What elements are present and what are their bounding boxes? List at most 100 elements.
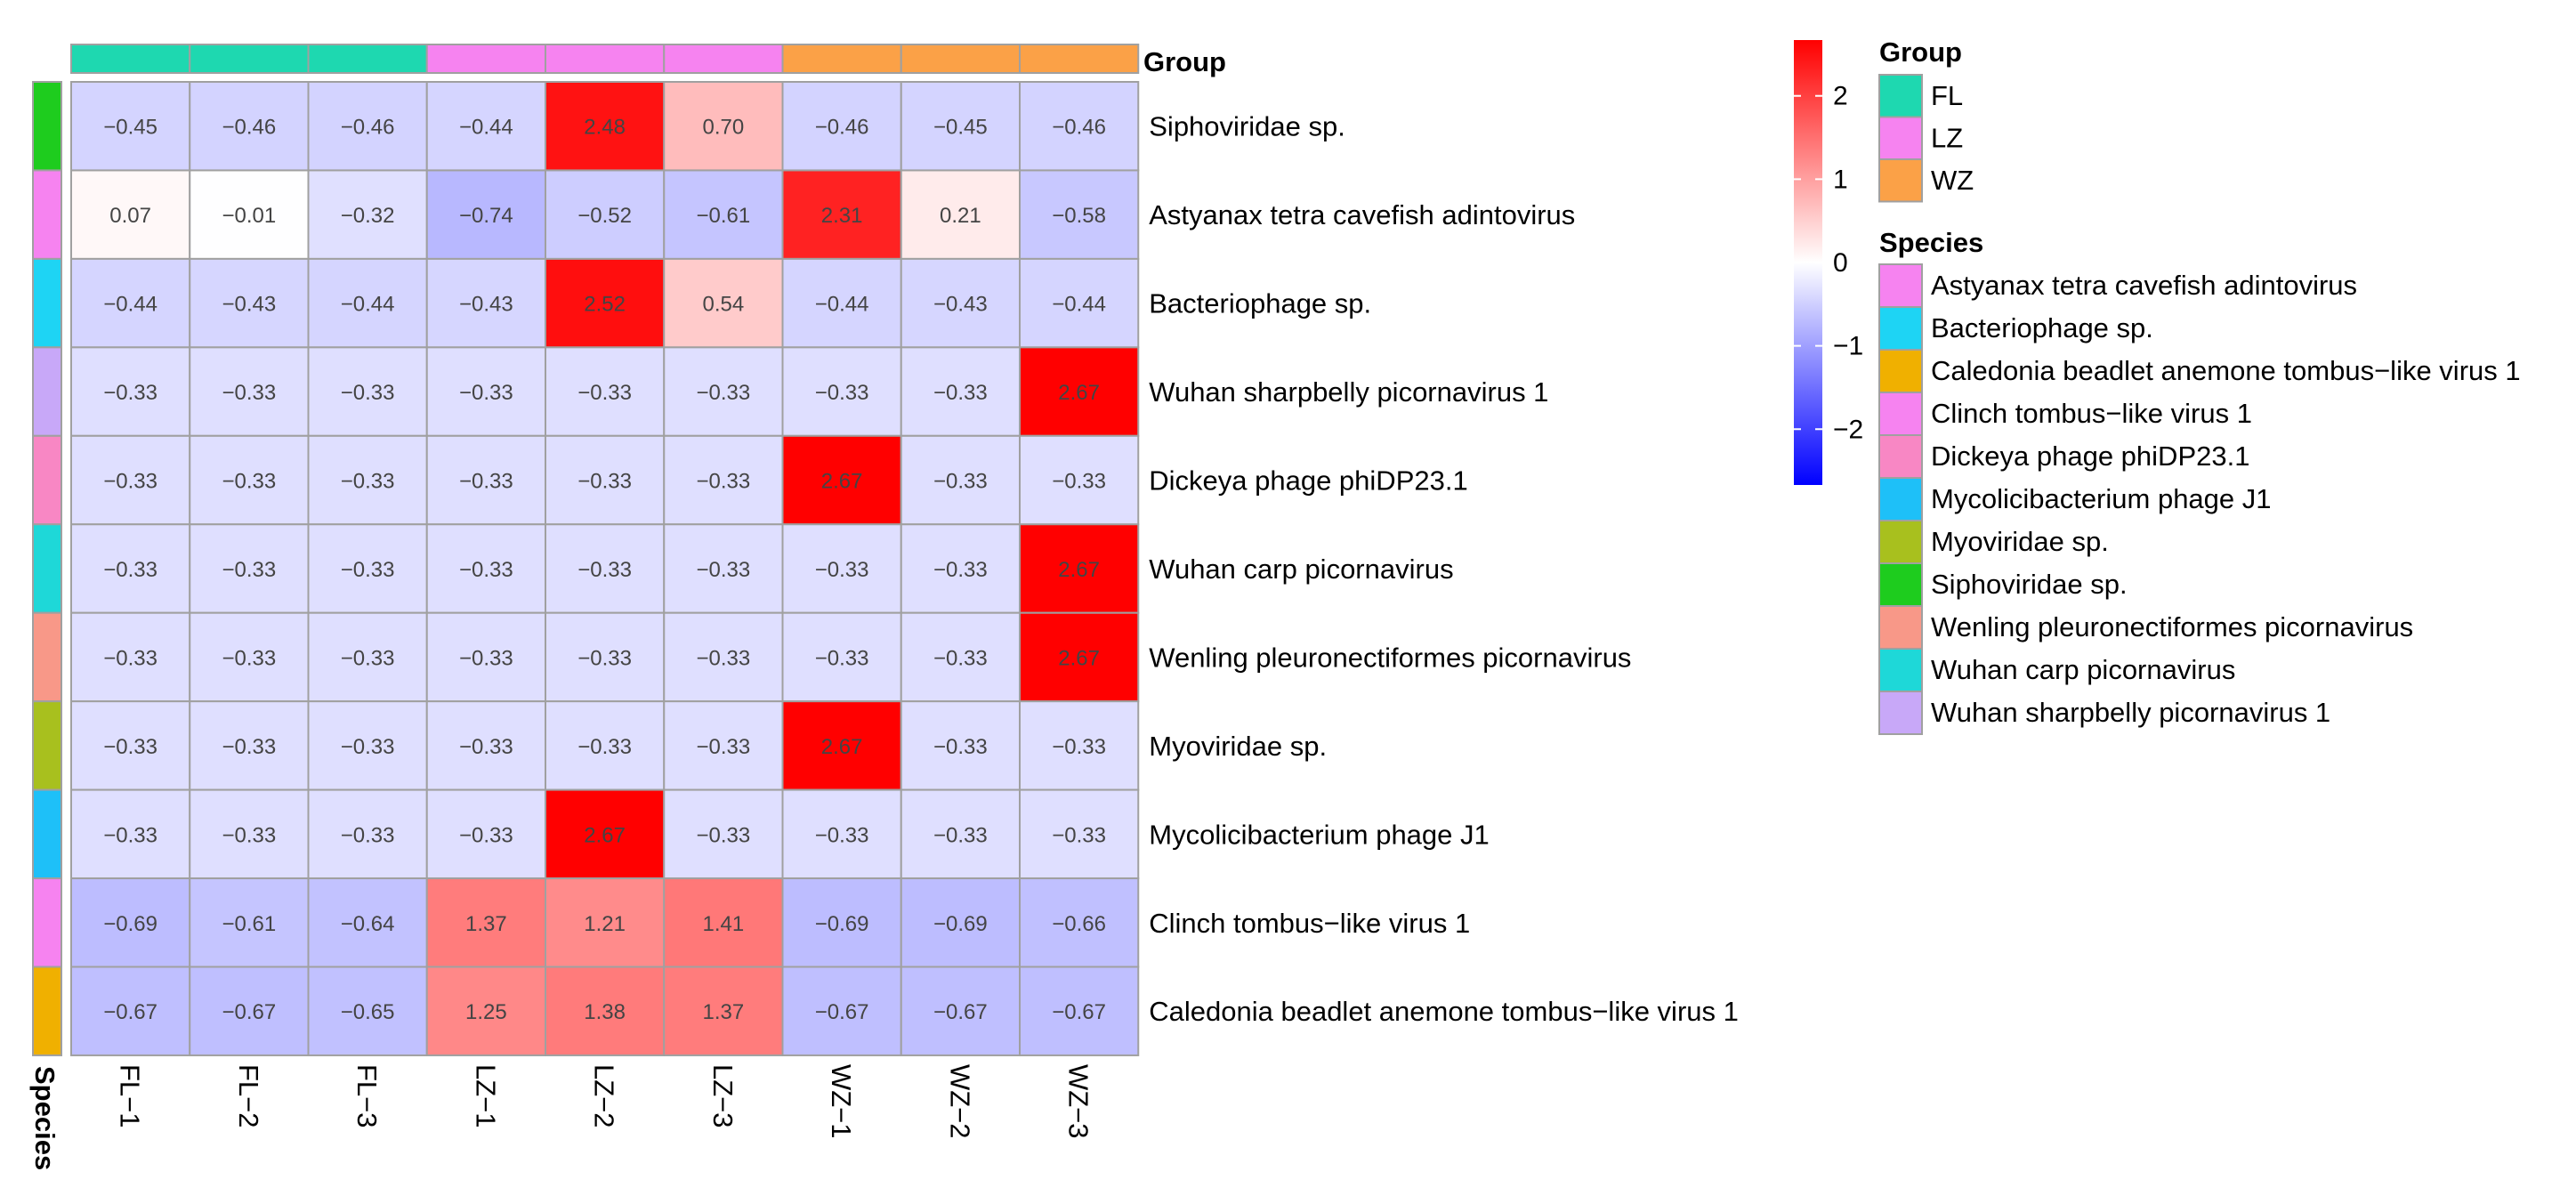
cell-value-label: −0.33 xyxy=(341,823,395,847)
color-scale-tick-label: 1 xyxy=(1833,165,1848,194)
row-label: Wenling pleuronectiformes picornavirus xyxy=(1149,642,1631,673)
heatmap-cell xyxy=(663,966,784,1056)
cell-value-label: −0.33 xyxy=(103,381,157,405)
species-legend-title: Species xyxy=(1879,227,1983,258)
cell-value-label: −0.33 xyxy=(697,470,751,494)
heatmap-cell xyxy=(425,434,546,526)
heatmap-cell xyxy=(545,700,666,791)
color-scale-tick-label: 2 xyxy=(1833,82,1848,111)
heatmap-cell xyxy=(425,966,546,1056)
heatmap-cell xyxy=(545,966,666,1056)
column-label: WZ−1 xyxy=(826,1064,857,1139)
cell-value-label: −0.67 xyxy=(1052,1000,1106,1024)
group-bar-cell xyxy=(1019,44,1140,74)
cell-value-label: −0.33 xyxy=(697,646,751,670)
heatmap-cell xyxy=(189,877,310,968)
cell-value-label: −0.65 xyxy=(341,1000,395,1024)
group-bar-cell xyxy=(663,44,784,74)
cell-value-label: −0.33 xyxy=(341,470,395,494)
cell-value-label: −0.33 xyxy=(697,381,751,405)
cell-value-label: −0.33 xyxy=(815,558,869,582)
heatmap-cell xyxy=(663,81,784,172)
row-labels: Siphoviridae sp. Astyanax tetra cavefish … xyxy=(1149,111,1739,1027)
cell-value-label: −0.33 xyxy=(815,646,869,670)
species-legend-swatch xyxy=(1878,434,1923,479)
cell-value-label: −0.33 xyxy=(815,381,869,405)
cell-value-label: −0.33 xyxy=(459,470,513,494)
group-bar-cell xyxy=(70,44,191,74)
heatmap-cell xyxy=(663,788,784,880)
heatmap-cell xyxy=(781,611,902,703)
cell-value-label: 0.70 xyxy=(703,116,745,140)
cell-value-label: −0.33 xyxy=(222,470,277,494)
heatmap-cell xyxy=(1019,523,1140,614)
cell-value-label: 2.67 xyxy=(1058,646,1100,670)
species-legend-label: Clinch tombus−like virus 1 xyxy=(1931,398,2252,429)
heatmap-cell xyxy=(189,611,310,703)
heatmap-cell xyxy=(900,877,1021,968)
cell-value-label: −0.33 xyxy=(103,823,157,847)
heatmap-cell xyxy=(1019,788,1140,880)
species-legend-swatch xyxy=(1878,648,1923,692)
cell-value-label: 1.38 xyxy=(584,1000,626,1024)
heatmap-cell xyxy=(781,257,902,349)
cell-value-label: −0.33 xyxy=(103,735,157,759)
species-legend-swatch xyxy=(1878,392,1923,436)
species-legend-label: Myoviridae sp. xyxy=(1931,526,2109,557)
heatmap-cell xyxy=(545,169,666,260)
species-bar-cell xyxy=(32,877,62,968)
cell-value-label: −0.44 xyxy=(103,293,157,317)
row-label: Myoviridae sp. xyxy=(1149,731,1327,762)
cell-value-label: 0.21 xyxy=(940,204,981,228)
cell-value-label: −0.33 xyxy=(103,558,157,582)
cell-value-label: −0.43 xyxy=(459,293,513,317)
cell-value-label: −0.33 xyxy=(341,646,395,670)
cell-value-label: −0.33 xyxy=(933,558,988,582)
species-annotation-title: Species xyxy=(29,1066,61,1170)
cell-value-label: −0.46 xyxy=(341,116,395,140)
heatmap-cell xyxy=(900,81,1021,172)
heatmap-cell xyxy=(900,169,1021,260)
cell-value-label: 2.67 xyxy=(821,470,863,494)
cell-value-label: −0.33 xyxy=(222,823,277,847)
heatmap-cell xyxy=(663,877,784,968)
cell-value-label: −0.33 xyxy=(697,823,751,847)
species-legend-label: Wuhan sharpbelly picornavirus 1 xyxy=(1931,697,2330,728)
group-bar-cell xyxy=(781,44,902,74)
heatmap-cell xyxy=(189,81,310,172)
species-legend-label: Siphoviridae sp. xyxy=(1931,569,2128,600)
cell-value-label: −0.33 xyxy=(577,735,632,759)
cell-value-label: −0.61 xyxy=(222,912,277,936)
column-label: WZ−2 xyxy=(944,1064,975,1139)
cell-value-label: −0.33 xyxy=(815,823,869,847)
heatmap-cell xyxy=(307,788,428,880)
cell-value-label: −0.33 xyxy=(341,558,395,582)
heatmap-cell xyxy=(70,966,191,1056)
heatmap-cell xyxy=(425,346,546,437)
cell-value-label: −0.33 xyxy=(459,735,513,759)
species-legend-label: Mycolicibacterium phage J1 xyxy=(1931,483,2272,514)
species-legend-swatch xyxy=(1878,306,1923,351)
group-legend-swatch xyxy=(1878,116,1923,160)
cell-value-label: −0.33 xyxy=(933,646,988,670)
heatmap-cell xyxy=(307,700,428,791)
species-annotation-bar xyxy=(32,81,62,1056)
cell-value-label: −0.44 xyxy=(341,293,395,317)
heatmap-cell xyxy=(70,700,191,791)
cell-value-label: −0.33 xyxy=(103,646,157,670)
species-bar-cell xyxy=(32,81,62,172)
heatmap-cell xyxy=(307,257,428,349)
group-legend-label: WZ xyxy=(1931,165,1974,196)
heatmap-cell xyxy=(307,169,428,260)
heatmap-cell xyxy=(70,523,191,614)
group-bar-cell xyxy=(307,44,428,74)
column-label: WZ−3 xyxy=(1063,1064,1094,1139)
heatmap-cell xyxy=(1019,966,1140,1056)
heatmap-cell xyxy=(70,434,191,526)
heatmap-cell xyxy=(189,788,310,880)
heatmap-cell xyxy=(1019,257,1140,349)
cell-value-label: −0.33 xyxy=(933,470,988,494)
heatmap-cell xyxy=(70,788,191,880)
cell-value-label: 2.67 xyxy=(1058,558,1100,582)
cell-value-label: 2.67 xyxy=(584,823,626,847)
